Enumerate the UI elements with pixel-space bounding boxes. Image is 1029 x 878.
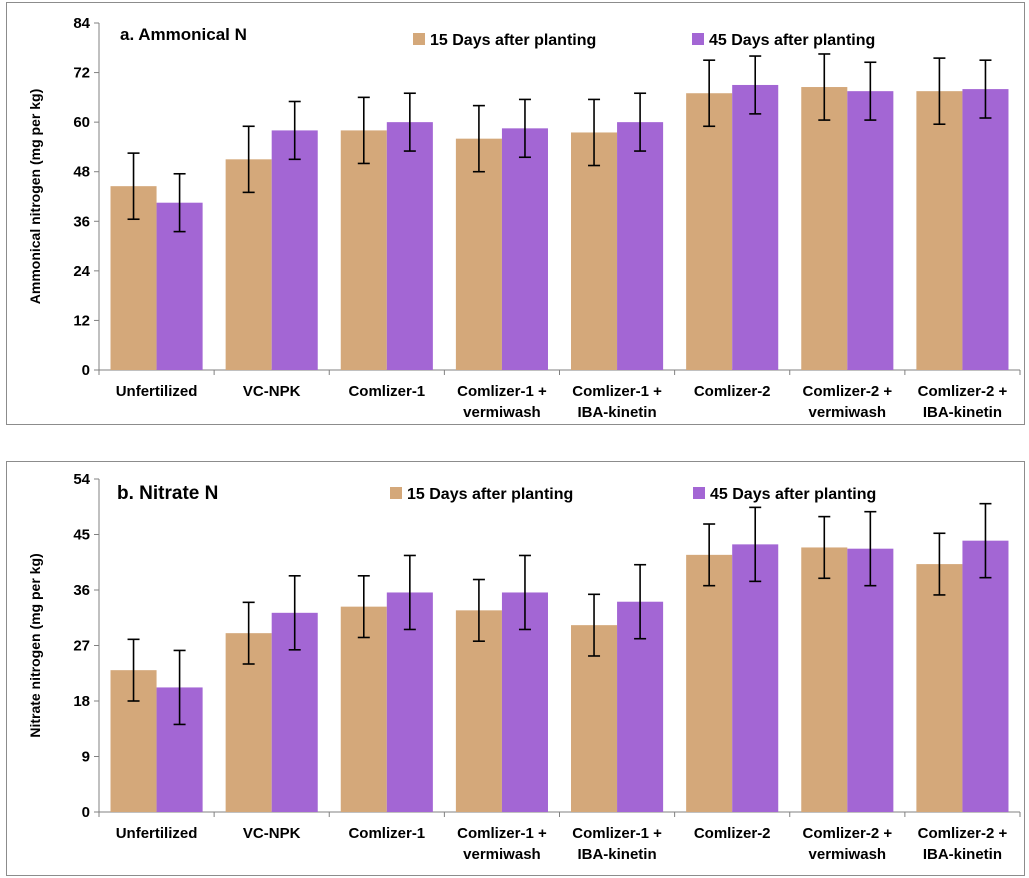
y-tick-label: 12 — [73, 312, 90, 329]
y-tick-label: 36 — [73, 213, 90, 230]
x-category-label: Comlizer-2 + — [803, 383, 893, 400]
bar-45-days — [962, 89, 1009, 370]
legend-label: 15 Days after planting — [430, 32, 596, 49]
legend-swatch — [390, 487, 402, 499]
bar-45-days — [962, 540, 1009, 812]
y-tick-label: 24 — [73, 263, 90, 280]
bar-15-days — [340, 606, 387, 812]
chart-title: b. Nitrate N — [117, 483, 218, 504]
ammonical-nitrogen-chart: 0 12 24 36 48 60 72 84 Unfertilized VC-NPK Comlize… — [27, 15, 1021, 421]
bar-45-days — [501, 128, 548, 370]
nitrate-nitrogen-chart: 0 9 18 27 36 45 54 Unfertilized VC-NPK Comlizer-1… — [27, 471, 1021, 863]
bar-45-days — [271, 130, 318, 370]
bar-15-days — [455, 138, 502, 370]
legend-label: 45 Days after planting — [709, 32, 875, 49]
x-category-label: Comlizer-2 + — [803, 825, 893, 842]
x-category-label: Comlizer-1 — [348, 825, 425, 842]
x-category-label: Unfertilized — [116, 383, 198, 400]
y-tick-label: 48 — [73, 164, 90, 181]
legend-swatch — [693, 487, 705, 499]
x-category-label: Comlizer-2 — [694, 383, 771, 400]
chart-panel-nitrate: 0 9 18 27 36 45 54 Unfertilized VC-NPK Comlizer-1… — [6, 461, 1025, 876]
legend-label: 15 Days after planting — [407, 486, 573, 503]
y-tick-label: 45 — [73, 527, 90, 544]
bar-45-days — [847, 91, 894, 371]
x-category-label: Comlizer-1 + — [457, 383, 547, 400]
x-category-label: Unfertilized — [116, 825, 198, 842]
x-category-label: Comlizer-1 + — [572, 383, 662, 400]
bar-15-days — [686, 554, 733, 812]
x-category-label: IBA-kinetin — [577, 404, 656, 421]
x-category-label: VC-NPK — [243, 383, 301, 400]
x-category-label: vermiwash — [463, 404, 541, 421]
x-category-label: Comlizer-2 + — [918, 825, 1008, 842]
legend-swatch — [413, 33, 425, 45]
y-tick-label: 36 — [73, 582, 90, 599]
y-tick-label: 60 — [73, 114, 90, 131]
legend-label: 45 Days after planting — [710, 486, 876, 503]
y-tick-label: 54 — [73, 471, 90, 488]
x-category-label: vermiwash — [463, 846, 541, 863]
y-tick-label: 0 — [82, 804, 90, 821]
bar-15-days — [801, 547, 848, 812]
y-tick-label: 0 — [82, 362, 90, 379]
x-category-label: vermiwash — [809, 846, 887, 863]
bar-15-days — [916, 564, 963, 812]
bar-45-days — [732, 84, 779, 370]
x-category-label: Comlizer-2 — [694, 825, 771, 842]
y-axis-label: Ammonical nitrogen (mg per kg) — [27, 89, 43, 304]
x-category-label: vermiwash — [809, 404, 887, 421]
bar-45-days — [386, 122, 433, 371]
y-tick-label: 9 — [82, 749, 90, 766]
x-category-label: Comlizer-1 — [348, 383, 425, 400]
x-category-label: Comlizer-1 + — [457, 825, 547, 842]
bar-15-days — [225, 159, 272, 370]
bar-15-days — [916, 91, 963, 371]
x-category-label: IBA-kinetin — [577, 846, 656, 863]
bar-15-days — [340, 130, 387, 370]
chart-panel-ammonical: 0 12 24 36 48 60 72 84 Unfertilized VC-NPK Comlize… — [6, 2, 1025, 425]
x-category-label: VC-NPK — [243, 825, 301, 842]
y-tick-label: 72 — [73, 65, 90, 82]
y-tick-label: 18 — [73, 693, 90, 710]
bar-15-days — [571, 132, 618, 370]
bar-15-days — [686, 93, 733, 370]
x-category-label: Comlizer-2 + — [918, 383, 1008, 400]
x-category-label: IBA-kinetin — [923, 846, 1002, 863]
x-category-label: Comlizer-1 + — [572, 825, 662, 842]
bar-45-days — [732, 544, 779, 812]
y-axis-label: Nitrate nitrogen (mg per kg) — [27, 553, 43, 737]
y-tick-label: 27 — [73, 638, 90, 655]
bar-45-days — [847, 548, 894, 812]
bar-45-days — [617, 122, 664, 371]
y-tick-label: 84 — [73, 15, 90, 32]
chart-title: a. Ammonical N — [120, 25, 247, 44]
bar-15-days — [801, 87, 848, 371]
bar-15-days — [455, 610, 502, 812]
x-category-label: IBA-kinetin — [923, 404, 1002, 421]
legend-swatch — [692, 33, 704, 45]
